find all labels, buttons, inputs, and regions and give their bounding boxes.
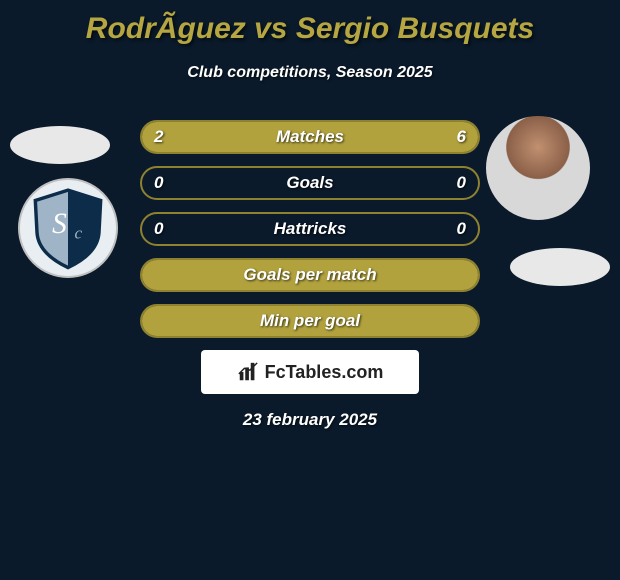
bar-chart-icon [237,361,259,383]
player-right-avatar [486,116,590,220]
stat-value-left [142,306,166,336]
stat-value-left: 0 [142,168,175,198]
stat-label: Min per goal [142,306,478,336]
stat-label: Hattricks [142,214,478,244]
stat-value-left: 0 [142,214,175,244]
branding-text: FcTables.com [265,362,384,383]
sporting-kc-icon: S c [25,185,111,271]
stat-row: Goals per match [140,258,480,292]
svg-text:S: S [52,208,67,240]
page-title: RodrÃ­guez vs Sergio Busquets [0,0,620,46]
stat-value-right [454,260,478,290]
stat-rows: Matches26Goals00Hattricks00Goals per mat… [140,120,480,338]
stat-row: Matches2 6 [140,120,480,154]
stat-value-right: 0 [445,214,478,244]
stat-row: Min per goal [140,304,480,338]
svg-text:c: c [74,223,82,242]
branding-badge: FcTables.com [201,350,419,394]
stat-value-left: 2 [142,122,175,152]
snapshot-date: 23 february 2025 [0,410,620,430]
stat-row: Hattricks0 0 [140,212,480,246]
stat-value-right: 6 [445,122,478,152]
comparison-panel: S c Matches26Goals00Hattricks00Goals per… [0,120,620,430]
stat-label: Goals per match [142,260,478,290]
stat-row: Goals0 0 [140,166,480,200]
stat-value-right: 0 [445,168,478,198]
player-left-avatar [10,126,110,164]
stat-label: Matches [142,122,478,152]
stat-label: Goals [142,168,478,198]
player-left-club-logo: S c [18,178,118,278]
page-subtitle: Club competitions, Season 2025 [0,64,620,82]
stat-value-right [454,306,478,336]
player-right-club-logo [510,248,610,286]
stat-value-left [142,260,166,290]
